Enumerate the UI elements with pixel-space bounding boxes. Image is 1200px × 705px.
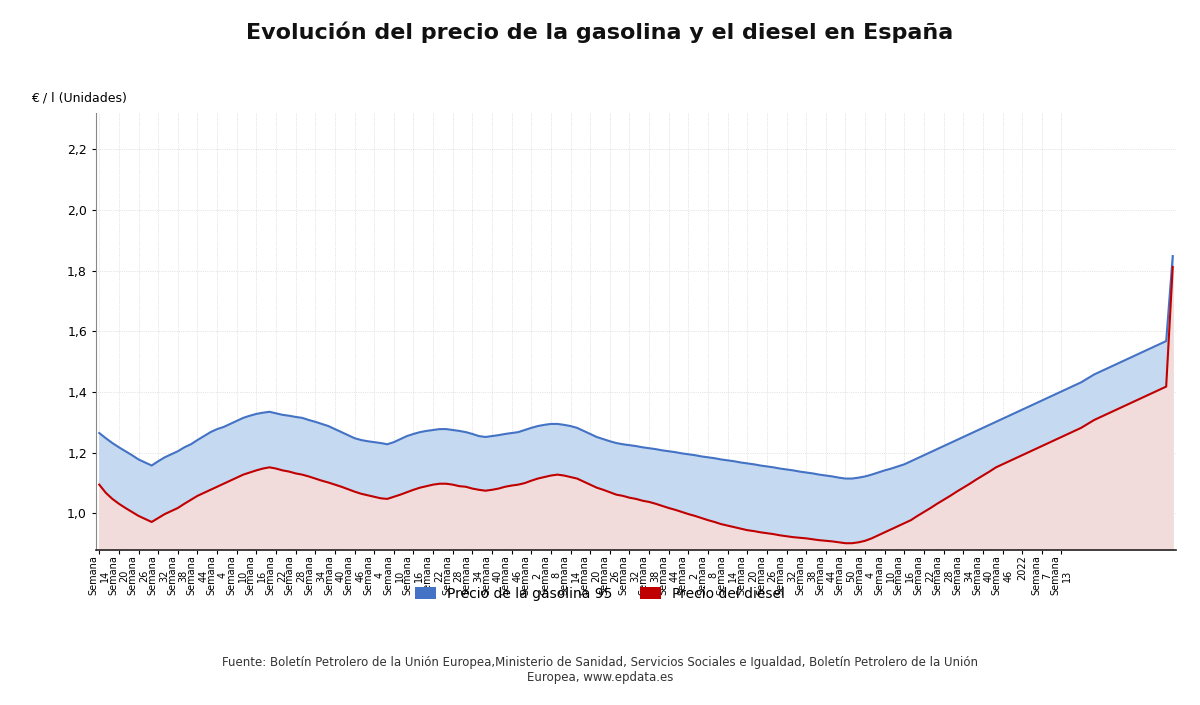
Y-axis label: € / l (Unidades): € / l (Unidades) (31, 91, 127, 104)
Text: Fuente: Boletín Petrolero de la Unión Europea,Ministerio de Sanidad, Servicios S: Fuente: Boletín Petrolero de la Unión Eu… (222, 656, 978, 684)
Legend: Precio de la gasolina 95, Precio del diesel: Precio de la gasolina 95, Precio del die… (409, 582, 791, 606)
Text: Evolución del precio de la gasolina y el diesel en España: Evolución del precio de la gasolina y el… (246, 21, 954, 42)
